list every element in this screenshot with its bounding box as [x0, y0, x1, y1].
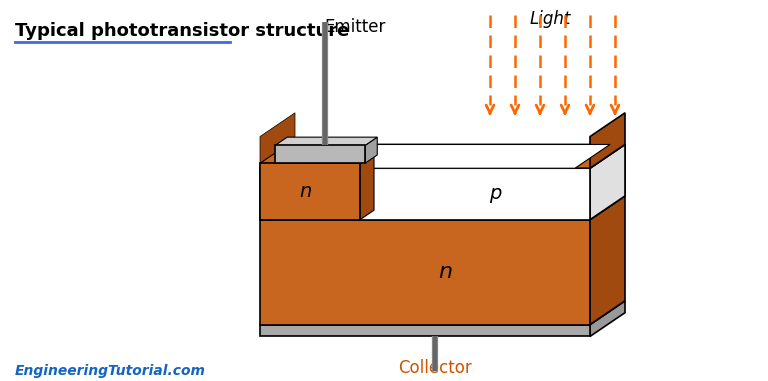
Polygon shape — [260, 163, 360, 220]
Polygon shape — [590, 113, 625, 168]
Text: n: n — [299, 182, 311, 201]
Polygon shape — [275, 137, 377, 146]
Polygon shape — [285, 144, 610, 168]
Text: Emitter: Emitter — [324, 18, 386, 36]
Polygon shape — [365, 137, 377, 163]
Polygon shape — [275, 146, 365, 163]
Polygon shape — [260, 144, 625, 168]
Polygon shape — [360, 154, 374, 220]
Polygon shape — [260, 220, 590, 325]
Polygon shape — [260, 154, 374, 163]
Text: n: n — [438, 262, 452, 282]
Text: EngineeringTutorial.com: EngineeringTutorial.com — [15, 364, 206, 378]
Polygon shape — [590, 144, 625, 220]
Text: p: p — [488, 184, 502, 203]
Text: Base: Base — [570, 171, 614, 189]
Polygon shape — [590, 144, 625, 220]
Polygon shape — [260, 325, 590, 336]
Polygon shape — [590, 196, 625, 325]
Text: Collector: Collector — [398, 359, 472, 377]
Text: Light: Light — [529, 10, 571, 28]
Text: Typical phototransistor structure: Typical phototransistor structure — [15, 22, 349, 40]
Polygon shape — [590, 301, 625, 336]
Polygon shape — [260, 168, 590, 220]
Polygon shape — [260, 301, 625, 325]
Polygon shape — [260, 113, 295, 168]
